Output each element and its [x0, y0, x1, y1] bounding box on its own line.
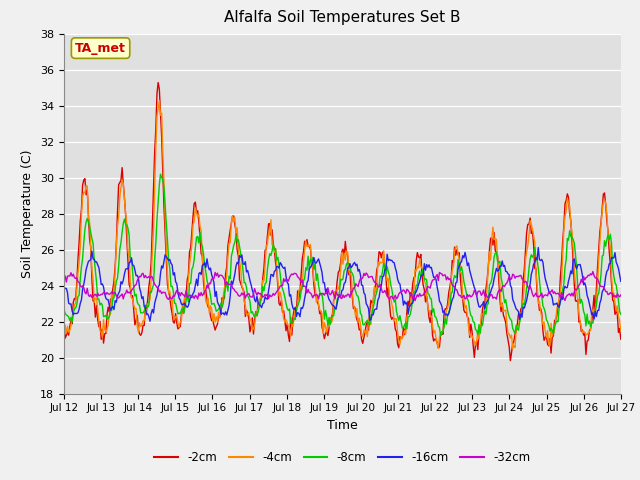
-2cm: [60, 322, 68, 328]
-8cm: [157, 171, 164, 177]
-16cm: [399, 302, 407, 308]
-32cm: [60, 275, 68, 280]
-2cm: [568, 238, 576, 243]
-2cm: [373, 267, 381, 273]
-16cm: [617, 278, 625, 284]
-4cm: [568, 230, 576, 236]
-8cm: [399, 324, 407, 330]
-4cm: [234, 246, 242, 252]
-4cm: [60, 320, 68, 325]
-4cm: [156, 98, 163, 104]
-32cm: [399, 288, 406, 294]
-8cm: [617, 311, 625, 317]
-8cm: [60, 306, 68, 312]
-16cm: [146, 318, 154, 324]
-4cm: [296, 286, 304, 291]
-16cm: [296, 314, 304, 320]
-8cm: [373, 289, 381, 295]
-4cm: [399, 332, 407, 338]
-16cm: [470, 285, 478, 290]
-32cm: [295, 275, 303, 281]
Line: -8cm: -8cm: [64, 174, 621, 336]
Line: -4cm: -4cm: [64, 101, 621, 348]
-16cm: [568, 271, 576, 277]
-4cm: [470, 339, 478, 345]
-2cm: [296, 288, 304, 294]
-2cm: [399, 325, 407, 331]
Text: TA_met: TA_met: [75, 42, 126, 55]
X-axis label: Time: Time: [327, 419, 358, 432]
Line: -32cm: -32cm: [64, 272, 621, 300]
-32cm: [372, 280, 380, 286]
Line: -16cm: -16cm: [64, 248, 621, 321]
-4cm: [509, 346, 516, 351]
-32cm: [567, 293, 575, 299]
-2cm: [234, 253, 242, 259]
-16cm: [373, 306, 381, 312]
-2cm: [506, 358, 514, 363]
Line: -2cm: -2cm: [64, 83, 621, 360]
-8cm: [568, 234, 576, 240]
-16cm: [234, 261, 242, 267]
-32cm: [470, 288, 478, 293]
-4cm: [373, 286, 381, 292]
-16cm: [534, 245, 542, 251]
-8cm: [234, 237, 242, 242]
-4cm: [617, 328, 625, 334]
Title: Alfalfa Soil Temperatures Set B: Alfalfa Soil Temperatures Set B: [224, 11, 461, 25]
-2cm: [154, 80, 162, 85]
-8cm: [436, 333, 444, 339]
-16cm: [60, 284, 68, 289]
Y-axis label: Soil Temperature (C): Soil Temperature (C): [22, 149, 35, 278]
Legend: -2cm, -4cm, -8cm, -16cm, -32cm: -2cm, -4cm, -8cm, -16cm, -32cm: [150, 446, 535, 469]
-32cm: [234, 290, 241, 296]
-32cm: [412, 298, 419, 303]
-32cm: [617, 292, 625, 298]
-2cm: [470, 354, 478, 360]
-32cm: [589, 269, 596, 275]
-8cm: [296, 297, 304, 302]
-2cm: [617, 336, 625, 342]
-8cm: [472, 327, 479, 333]
